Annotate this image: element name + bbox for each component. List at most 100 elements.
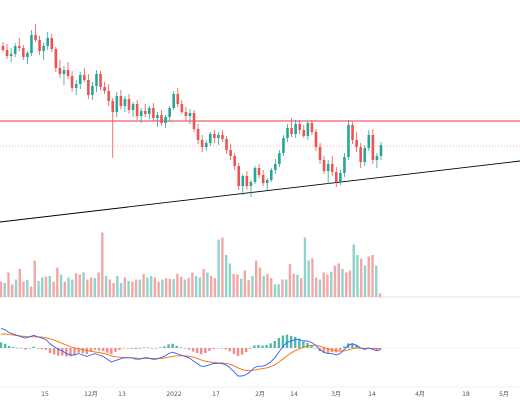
macd-histogram-bar <box>257 344 260 348</box>
candle-body <box>221 135 224 139</box>
volume-bar <box>254 260 258 297</box>
volume-bar <box>367 256 370 297</box>
macd-line <box>0 327 382 377</box>
macd-histogram-bar <box>179 347 182 348</box>
macd-histogram-bar <box>265 344 268 348</box>
candle-body <box>261 175 265 183</box>
candle-body <box>326 164 330 171</box>
volume-bar <box>191 272 194 297</box>
candle-body <box>343 157 346 173</box>
candle-body <box>9 54 13 56</box>
candle-body <box>172 94 176 108</box>
x-tick-label: 3月 <box>331 391 341 398</box>
candle-body <box>355 140 358 147</box>
volume-bar <box>157 281 160 297</box>
candle-body <box>164 117 167 123</box>
volume-bar <box>288 264 292 297</box>
volume-bar <box>176 273 179 297</box>
volume-bar <box>123 277 127 297</box>
volume-bar <box>198 277 202 297</box>
volume-bar <box>243 270 247 297</box>
macd-histogram-bar <box>12 347 15 348</box>
volume-bar <box>22 281 25 297</box>
volume-bar <box>284 279 288 297</box>
volume-bar <box>3 283 6 297</box>
volume-bar <box>363 265 367 297</box>
macd-histogram-bar <box>163 346 166 348</box>
candle-body <box>22 48 25 57</box>
candle-body <box>229 150 232 156</box>
candle-body <box>363 148 367 162</box>
candle-body <box>334 172 338 182</box>
volume-bar <box>213 278 217 297</box>
candle-body <box>278 153 281 164</box>
candle-body <box>58 68 62 74</box>
candle-body <box>257 168 261 175</box>
x-tick-label: 4月 <box>415 391 425 398</box>
volume-bar <box>194 276 198 297</box>
macd-histogram-bar <box>224 348 227 350</box>
x-tick-label: 18 <box>462 391 470 398</box>
macd-histogram-bar <box>212 348 215 349</box>
candle-body <box>375 156 379 160</box>
volume-bar <box>7 272 10 297</box>
candle-body <box>54 49 58 68</box>
macd-histogram-bar <box>110 348 113 355</box>
macd-histogram-bar <box>0 342 3 348</box>
candle-body <box>127 99 131 110</box>
candle-body <box>314 132 318 147</box>
candle-body <box>34 35 37 40</box>
macd-histogram-bar <box>281 335 285 348</box>
volume-bar <box>86 279 89 297</box>
macd-histogram-bar <box>159 347 162 348</box>
volume-bar <box>164 278 168 297</box>
candle-body <box>26 53 29 57</box>
volume-bar <box>352 244 355 297</box>
candle-body <box>119 96 123 106</box>
volume-bar <box>52 281 55 297</box>
candle-body <box>74 84 78 88</box>
volume-bar <box>322 272 325 297</box>
volume-bar <box>56 267 59 297</box>
macd-histogram-bar <box>73 348 76 355</box>
macd-histogram-bar <box>20 348 23 349</box>
macd-histogram-bar <box>89 348 93 352</box>
macd-histogram-bar <box>167 344 170 348</box>
macd-histogram-bar <box>187 348 191 350</box>
candle-body <box>253 168 257 182</box>
candle-body <box>95 74 98 86</box>
volume-bar <box>44 276 48 297</box>
candle-body <box>302 130 306 136</box>
macd-histogram-bar <box>322 348 325 353</box>
x-tick-label: 13 <box>118 391 126 398</box>
volume-bar <box>11 284 14 297</box>
macd-histogram-bar <box>101 348 105 352</box>
volume-bar <box>179 276 183 297</box>
candle-body <box>367 135 371 148</box>
candle-body <box>188 113 192 116</box>
candle-body <box>196 129 200 140</box>
trendline[interactable] <box>0 160 520 223</box>
volume-bar <box>142 273 145 297</box>
macd-histogram-bar <box>114 348 117 352</box>
candle-body <box>176 94 180 104</box>
volume-bar <box>345 272 348 297</box>
volume-bar <box>258 267 262 297</box>
candle-body <box>294 124 297 134</box>
volume-bar <box>337 263 340 297</box>
candle-body <box>286 128 289 138</box>
volume-bar <box>281 279 284 297</box>
volume-bar <box>315 277 318 297</box>
candle-body <box>30 35 33 53</box>
candle-body <box>78 75 82 84</box>
candle-body <box>184 112 188 116</box>
volume-bar <box>37 280 40 297</box>
volume-bar <box>101 232 104 297</box>
volume-bar <box>112 283 115 297</box>
candle-body <box>17 46 21 48</box>
macd-histogram-bar <box>142 347 146 349</box>
macd-histogram-bar <box>65 348 68 357</box>
volume-bar <box>74 273 78 297</box>
candle-body <box>152 108 155 118</box>
